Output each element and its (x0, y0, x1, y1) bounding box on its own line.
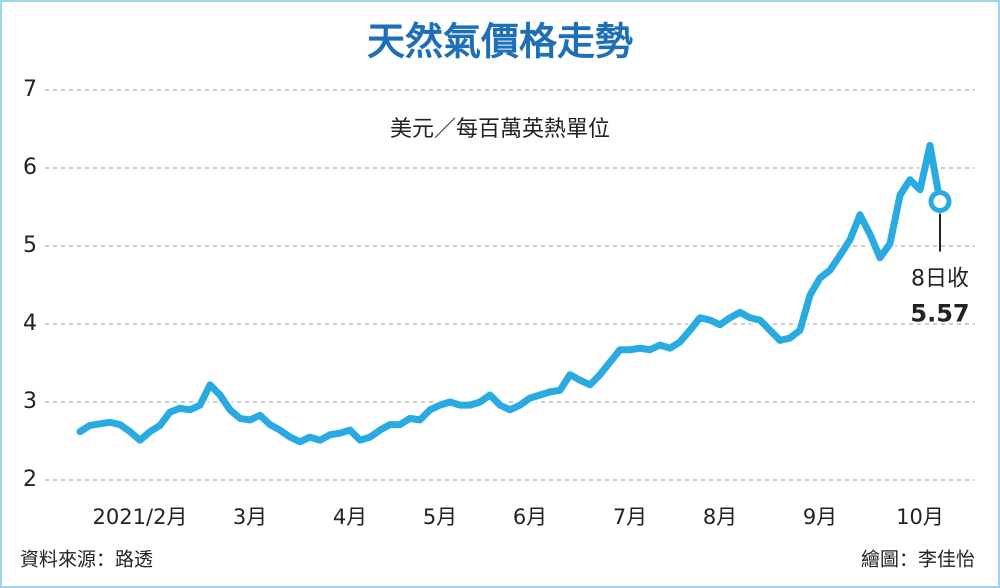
x-tick-label: 4月 (333, 505, 367, 529)
credit: 繪圖：李佳怡 (861, 549, 975, 571)
line (76, 141, 944, 446)
x-tick-label: 6月 (513, 505, 547, 529)
x-tick-label: 8月 (703, 505, 737, 529)
y-tick-label: 7 (23, 77, 37, 102)
x-tick-label: 9月 (803, 505, 837, 529)
last-point (928, 190, 952, 214)
source: 資料來源：路透 (20, 549, 153, 571)
x-tick-label: 10月 (896, 505, 944, 529)
y-tick-label: 5 (23, 233, 37, 258)
x-tick-label: 3月 (233, 505, 267, 529)
y-tick-label: 2 (23, 467, 37, 492)
x-tick-label: 2021/2月 (93, 505, 188, 529)
x-tick-label: 5月 (423, 505, 457, 529)
y-tick-label: 6 (23, 155, 37, 180)
subtitle: 美元／每百萬英熱單位 (390, 117, 610, 142)
chart-title: 天然氣價格走勢 (367, 20, 633, 64)
value-label: 5.57 (910, 300, 969, 328)
annotation: 8日收 (911, 267, 969, 292)
y-tick-label: 3 (23, 389, 37, 414)
y-tick-label: 4 (23, 311, 37, 336)
x-tick-label: 7月 (613, 505, 647, 529)
